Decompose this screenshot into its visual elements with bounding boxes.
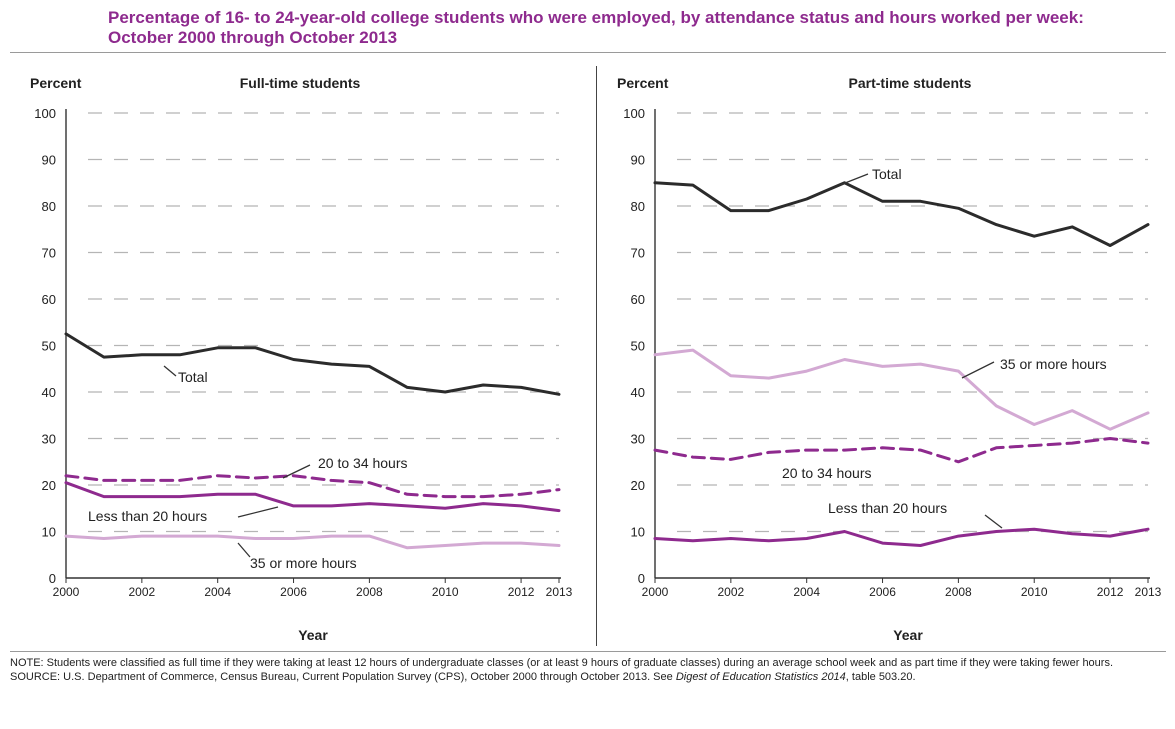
series-annotation: 20 to 34 hours xyxy=(318,455,408,471)
y-tick-label: 90 xyxy=(42,153,56,168)
series-annotation: 35 or more hours xyxy=(1000,356,1107,372)
y-tick-label: 100 xyxy=(623,106,645,121)
x-tick-label: 2000 xyxy=(642,585,669,599)
x-tick-label: 2008 xyxy=(356,585,383,599)
x-tick-label: 2000 xyxy=(53,585,80,599)
charts-canvas: Percent Full-time students 0 10 20 30 40 50 60 70… xyxy=(30,75,1162,643)
annotation-leader xyxy=(237,542,251,558)
x-tick-label: 2013 xyxy=(546,585,573,599)
series-line-35-or-more-hours xyxy=(64,534,561,550)
series-line-less-than-20-hours xyxy=(64,481,561,513)
y-tick-label: 100 xyxy=(34,106,56,121)
y-tick-label: 0 xyxy=(49,571,56,586)
series-annotation: Less than 20 hours xyxy=(88,508,207,524)
notes-divider xyxy=(10,651,1166,652)
series-annotation: Total xyxy=(872,166,902,182)
x-axis-label: Year xyxy=(893,627,923,643)
y-tick-label: 20 xyxy=(42,478,56,493)
source-publication: Digest of Education Statistics 2014 xyxy=(675,671,846,683)
annotation-leader xyxy=(163,365,177,377)
source-suffix: , table 503.20. xyxy=(845,671,916,683)
series-annotation: 20 to 34 hours xyxy=(782,465,872,481)
x-tick-label: 2008 xyxy=(945,585,972,599)
y-tick-label: 80 xyxy=(631,199,645,214)
x-axis-label: Year xyxy=(298,627,328,643)
y-tick-label: 10 xyxy=(631,525,645,540)
source-prefix: SOURCE: U.S. Department of Commerce, Cen… xyxy=(10,671,676,683)
x-tick-label: 2004 xyxy=(204,585,231,599)
y-axis-label: Percent xyxy=(617,75,669,91)
series-line-less-than-20-hours xyxy=(653,527,1150,547)
y-tick-label: 0 xyxy=(638,571,645,586)
annotation-leader xyxy=(282,464,311,479)
x-tick-label: 2002 xyxy=(128,585,155,599)
series-line-20-to-34-hours xyxy=(653,437,1150,464)
source-text: SOURCE: U.S. Department of Commerce, Cen… xyxy=(10,670,1165,684)
y-tick-label: 40 xyxy=(42,385,56,400)
series-annotation: Total xyxy=(178,369,208,385)
y-tick-label: 70 xyxy=(631,246,645,261)
y-tick-label: 20 xyxy=(631,478,645,493)
series-line-total xyxy=(653,181,1150,247)
series-annotation: Less than 20 hours xyxy=(828,500,947,516)
y-tick-label: 50 xyxy=(42,339,56,354)
x-tick-label: 2012 xyxy=(1097,585,1124,599)
series-line-35-or-more-hours xyxy=(653,348,1150,431)
annotation-leader xyxy=(961,361,995,379)
panel-title: Part-time students xyxy=(849,75,972,91)
chart-main-title: Percentage of 16- to 24-year-old college… xyxy=(108,8,1084,47)
title-divider xyxy=(10,52,1166,53)
annotation-leader xyxy=(839,173,869,186)
notes-block: NOTE: Students were classified as full t… xyxy=(10,656,1165,684)
y-tick-label: 60 xyxy=(631,292,645,307)
note-text: NOTE: Students were classified as full t… xyxy=(10,657,1114,669)
y-tick-label: 90 xyxy=(631,153,645,168)
y-tick-label: 50 xyxy=(631,339,645,354)
x-tick-label: 2010 xyxy=(432,585,459,599)
y-tick-label: 60 xyxy=(42,292,56,307)
series-line-total xyxy=(64,332,561,396)
y-axis-label: Percent xyxy=(30,75,82,91)
panel-divider xyxy=(596,66,597,646)
x-tick-label: 2006 xyxy=(869,585,896,599)
y-tick-label: 30 xyxy=(631,432,645,447)
y-tick-label: 80 xyxy=(42,199,56,214)
x-tick-label: 2012 xyxy=(508,585,535,599)
series-line-20-to-34-hours xyxy=(64,474,561,499)
y-tick-label: 40 xyxy=(631,385,645,400)
x-tick-label: 2010 xyxy=(1021,585,1048,599)
x-tick-label: 2006 xyxy=(280,585,307,599)
x-tick-label: 2004 xyxy=(793,585,820,599)
series-annotation: 35 or more hours xyxy=(250,555,357,571)
annotation-leader xyxy=(984,514,1003,529)
y-tick-label: 30 xyxy=(42,432,56,447)
x-tick-label: 2013 xyxy=(1135,585,1162,599)
annotation-leader xyxy=(237,506,279,518)
y-tick-label: 10 xyxy=(42,525,56,540)
x-tick-label: 2002 xyxy=(717,585,744,599)
y-tick-label: 70 xyxy=(42,246,56,261)
panel-title: Full-time students xyxy=(240,75,361,91)
